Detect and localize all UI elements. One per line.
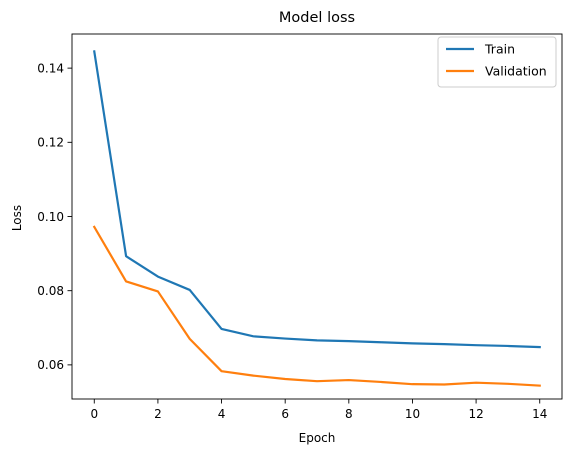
y-tick-label: 0.10 — [37, 210, 64, 224]
x-tick-label: 12 — [468, 407, 483, 421]
x-tick-label: 6 — [281, 407, 289, 421]
series-line-validation — [92, 225, 541, 387]
y-tick-label: 0.08 — [37, 284, 64, 298]
series-lines — [92, 50, 541, 387]
plot-area — [72, 34, 562, 399]
series-line-train — [93, 50, 541, 349]
x-tick-label: 8 — [345, 407, 353, 421]
y-tick-label: 0.12 — [37, 136, 64, 150]
legend-label-validation: Validation — [485, 64, 547, 79]
y-axis-label: Loss — [10, 205, 24, 231]
legend-label-train: Train — [484, 42, 515, 57]
x-tick-label: 0 — [90, 407, 98, 421]
x-axis-label: Epoch — [299, 431, 336, 445]
legend: Train Validation — [437, 36, 557, 88]
x-tick-label: 4 — [218, 407, 226, 421]
y-tick-label: 0.06 — [37, 358, 64, 372]
chart-title: Model loss — [279, 10, 355, 26]
plot-background — [72, 34, 562, 399]
axes: 0 2 4 6 8 10 12 14 0.06 0.08 0.10 0.12 0.14 — [37, 33, 563, 421]
y-tick-label: 0.14 — [37, 61, 64, 75]
x-tick-label: 10 — [405, 407, 420, 421]
x-tick-label: 2 — [154, 407, 162, 421]
x-tick-label: 14 — [532, 407, 547, 421]
